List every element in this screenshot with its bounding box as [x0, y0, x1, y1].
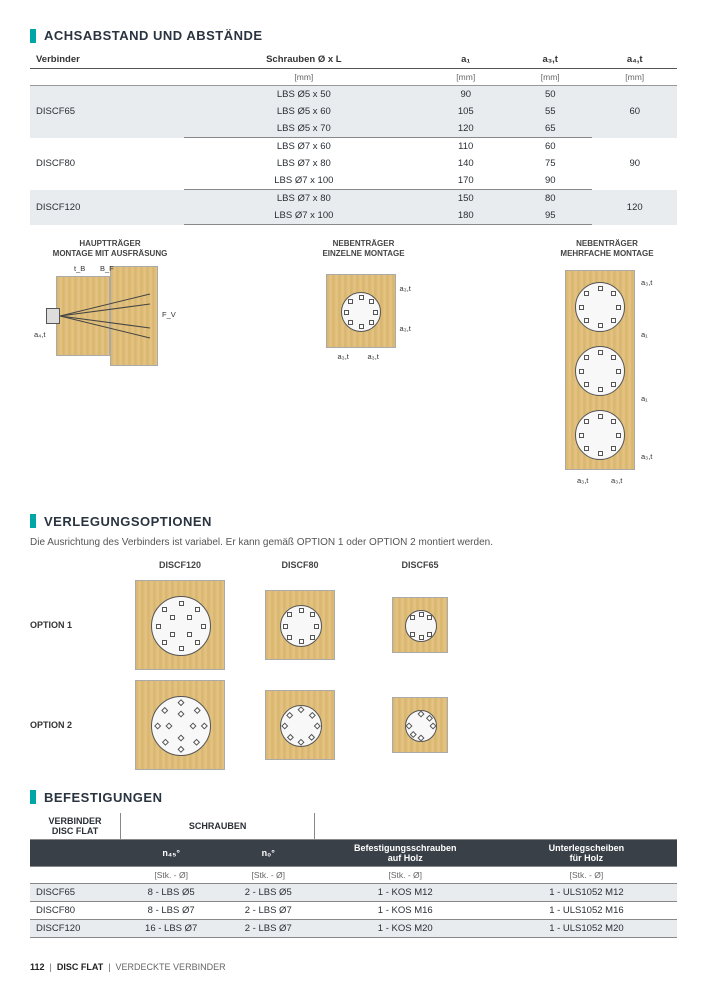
dim-a3t: a₃,t	[338, 352, 349, 361]
disc-icon	[575, 346, 625, 396]
opt-col-65: DISCF65	[370, 560, 470, 570]
dim-bf: B_F	[100, 264, 114, 273]
category-name: VERDECKTE VERBINDER	[116, 962, 226, 972]
diag-label-1: HAUPTTRÄGERMONTAGE MIT AUSFRÄSUNG	[53, 239, 168, 260]
accent-bar-icon	[30, 29, 36, 43]
dim-a3t: a₃,t	[641, 452, 652, 461]
section1-heading: ACHSABSTAND UND ABSTÄNDE	[30, 28, 677, 43]
dim-tb: t_B	[74, 264, 85, 273]
col-a4t: a₄,t	[592, 51, 677, 69]
section3-title: BEFESTIGUNGEN	[44, 790, 162, 805]
dim-a3t: a₃,t	[400, 284, 411, 293]
disc-icon	[341, 292, 381, 332]
spacing-table: Verbinder Schrauben Ø x L a₁ a₃,t a₄,t […	[30, 51, 677, 225]
dim-a3t: a₃,t	[368, 352, 379, 361]
section2-heading: VERLEGUNGSOPTIONEN	[30, 514, 677, 529]
dim-a3t: a₃,t	[641, 278, 652, 287]
table-row: DISCF120LBS Ø7 x 8015080120	[30, 190, 677, 208]
opt-col-80: DISCF80	[250, 560, 350, 570]
dim-a3t: a₃,t	[400, 324, 411, 333]
header-row: n₄₅° n₀° Befestigungsschraubenauf Holz U…	[30, 839, 677, 866]
section2-sub: Die Ausrichtung des Verbinders ist varia…	[30, 537, 677, 548]
page-number: 112	[30, 962, 45, 972]
section3-heading: BEFESTIGUNGEN	[30, 790, 677, 805]
opt-col-120: DISCF120	[130, 560, 230, 570]
product-name: DISC FLAT	[57, 962, 103, 972]
table-row: DISCF12016 - LBS Ø72 - LBS Ø71 - KOS M20…	[30, 919, 677, 937]
table-header-row: Verbinder Schrauben Ø x L a₁ a₃,t a₄,t	[30, 51, 677, 69]
disc-icon	[575, 410, 625, 460]
option1-label: OPTION 1	[30, 620, 110, 630]
accent-bar-icon	[30, 790, 36, 804]
options-grid: DISCF120 DISCF80 DISCF65 OPTION 1 OPTION…	[30, 560, 677, 770]
diag-label-3: NEBENTRÄGERMEHRFACHE MONTAGE	[560, 239, 653, 260]
diagram-multi: NEBENTRÄGERMEHRFACHE MONTAGE a₃,	[537, 239, 677, 496]
option2-label: OPTION 2	[30, 720, 110, 730]
group-schrauben: SCHRAUBEN	[121, 813, 315, 840]
disc-side-icon	[46, 308, 60, 324]
table-unit-row: [mm] [mm] [mm] [mm]	[30, 69, 677, 86]
diagram-single: NEBENTRÄGEREINZELNE MONTAGE a₃,t a₃,t a₃…	[304, 239, 424, 496]
section1-title: ACHSABSTAND UND ABSTÄNDE	[44, 28, 263, 43]
diagram-main-beam: HAUPTTRÄGERMONTAGE MIT AUSFRÄSUNG t_B B_…	[30, 239, 190, 496]
table-row: DISCF65LBS Ø5 x 50905060	[30, 86, 677, 104]
group-verbinder: VERBINDERDISC FLAT	[30, 813, 121, 840]
dim-a3t: a₃,t	[577, 476, 588, 485]
section2-title: VERLEGUNGSOPTIONEN	[44, 514, 212, 529]
col-a3t: a₃,t	[508, 51, 592, 69]
disc-icon	[575, 282, 625, 332]
table-row: DISCF80LBS Ø7 x 601106090	[30, 138, 677, 156]
accent-bar-icon	[30, 514, 36, 528]
col-schrauben: Schrauben Ø x L	[184, 51, 423, 69]
dim-a4t: a₄,t	[34, 330, 45, 339]
dim-a3t: a₃,t	[611, 476, 622, 485]
col-verbinder: Verbinder	[30, 51, 184, 69]
screws-icon	[60, 286, 155, 346]
dim-fv: F_V	[162, 310, 176, 319]
fastening-table: VERBINDERDISC FLAT SCHRAUBEN n₄₅° n₀° Be…	[30, 813, 677, 938]
diagram-row: HAUPTTRÄGERMONTAGE MIT AUSFRÄSUNG t_B B_…	[30, 239, 677, 496]
col-a1: a₁	[424, 51, 508, 69]
table-row: DISCF658 - LBS Ø52 - LBS Ø51 - KOS M121 …	[30, 883, 677, 901]
table-row: DISCF808 - LBS Ø72 - LBS Ø71 - KOS M161 …	[30, 901, 677, 919]
group-header-row: VERBINDERDISC FLAT SCHRAUBEN	[30, 813, 677, 840]
diag-label-2: NEBENTRÄGEREINZELNE MONTAGE	[322, 239, 404, 260]
unit-row: [Stk. - Ø] [Stk. - Ø] [Stk. - Ø] [Stk. -…	[30, 866, 677, 883]
dim-a1: a₁	[641, 394, 648, 403]
page-footer: 112 | DISC FLAT | VERDECKTE VERBINDER	[30, 962, 677, 972]
dim-a1: a₁	[641, 330, 648, 339]
